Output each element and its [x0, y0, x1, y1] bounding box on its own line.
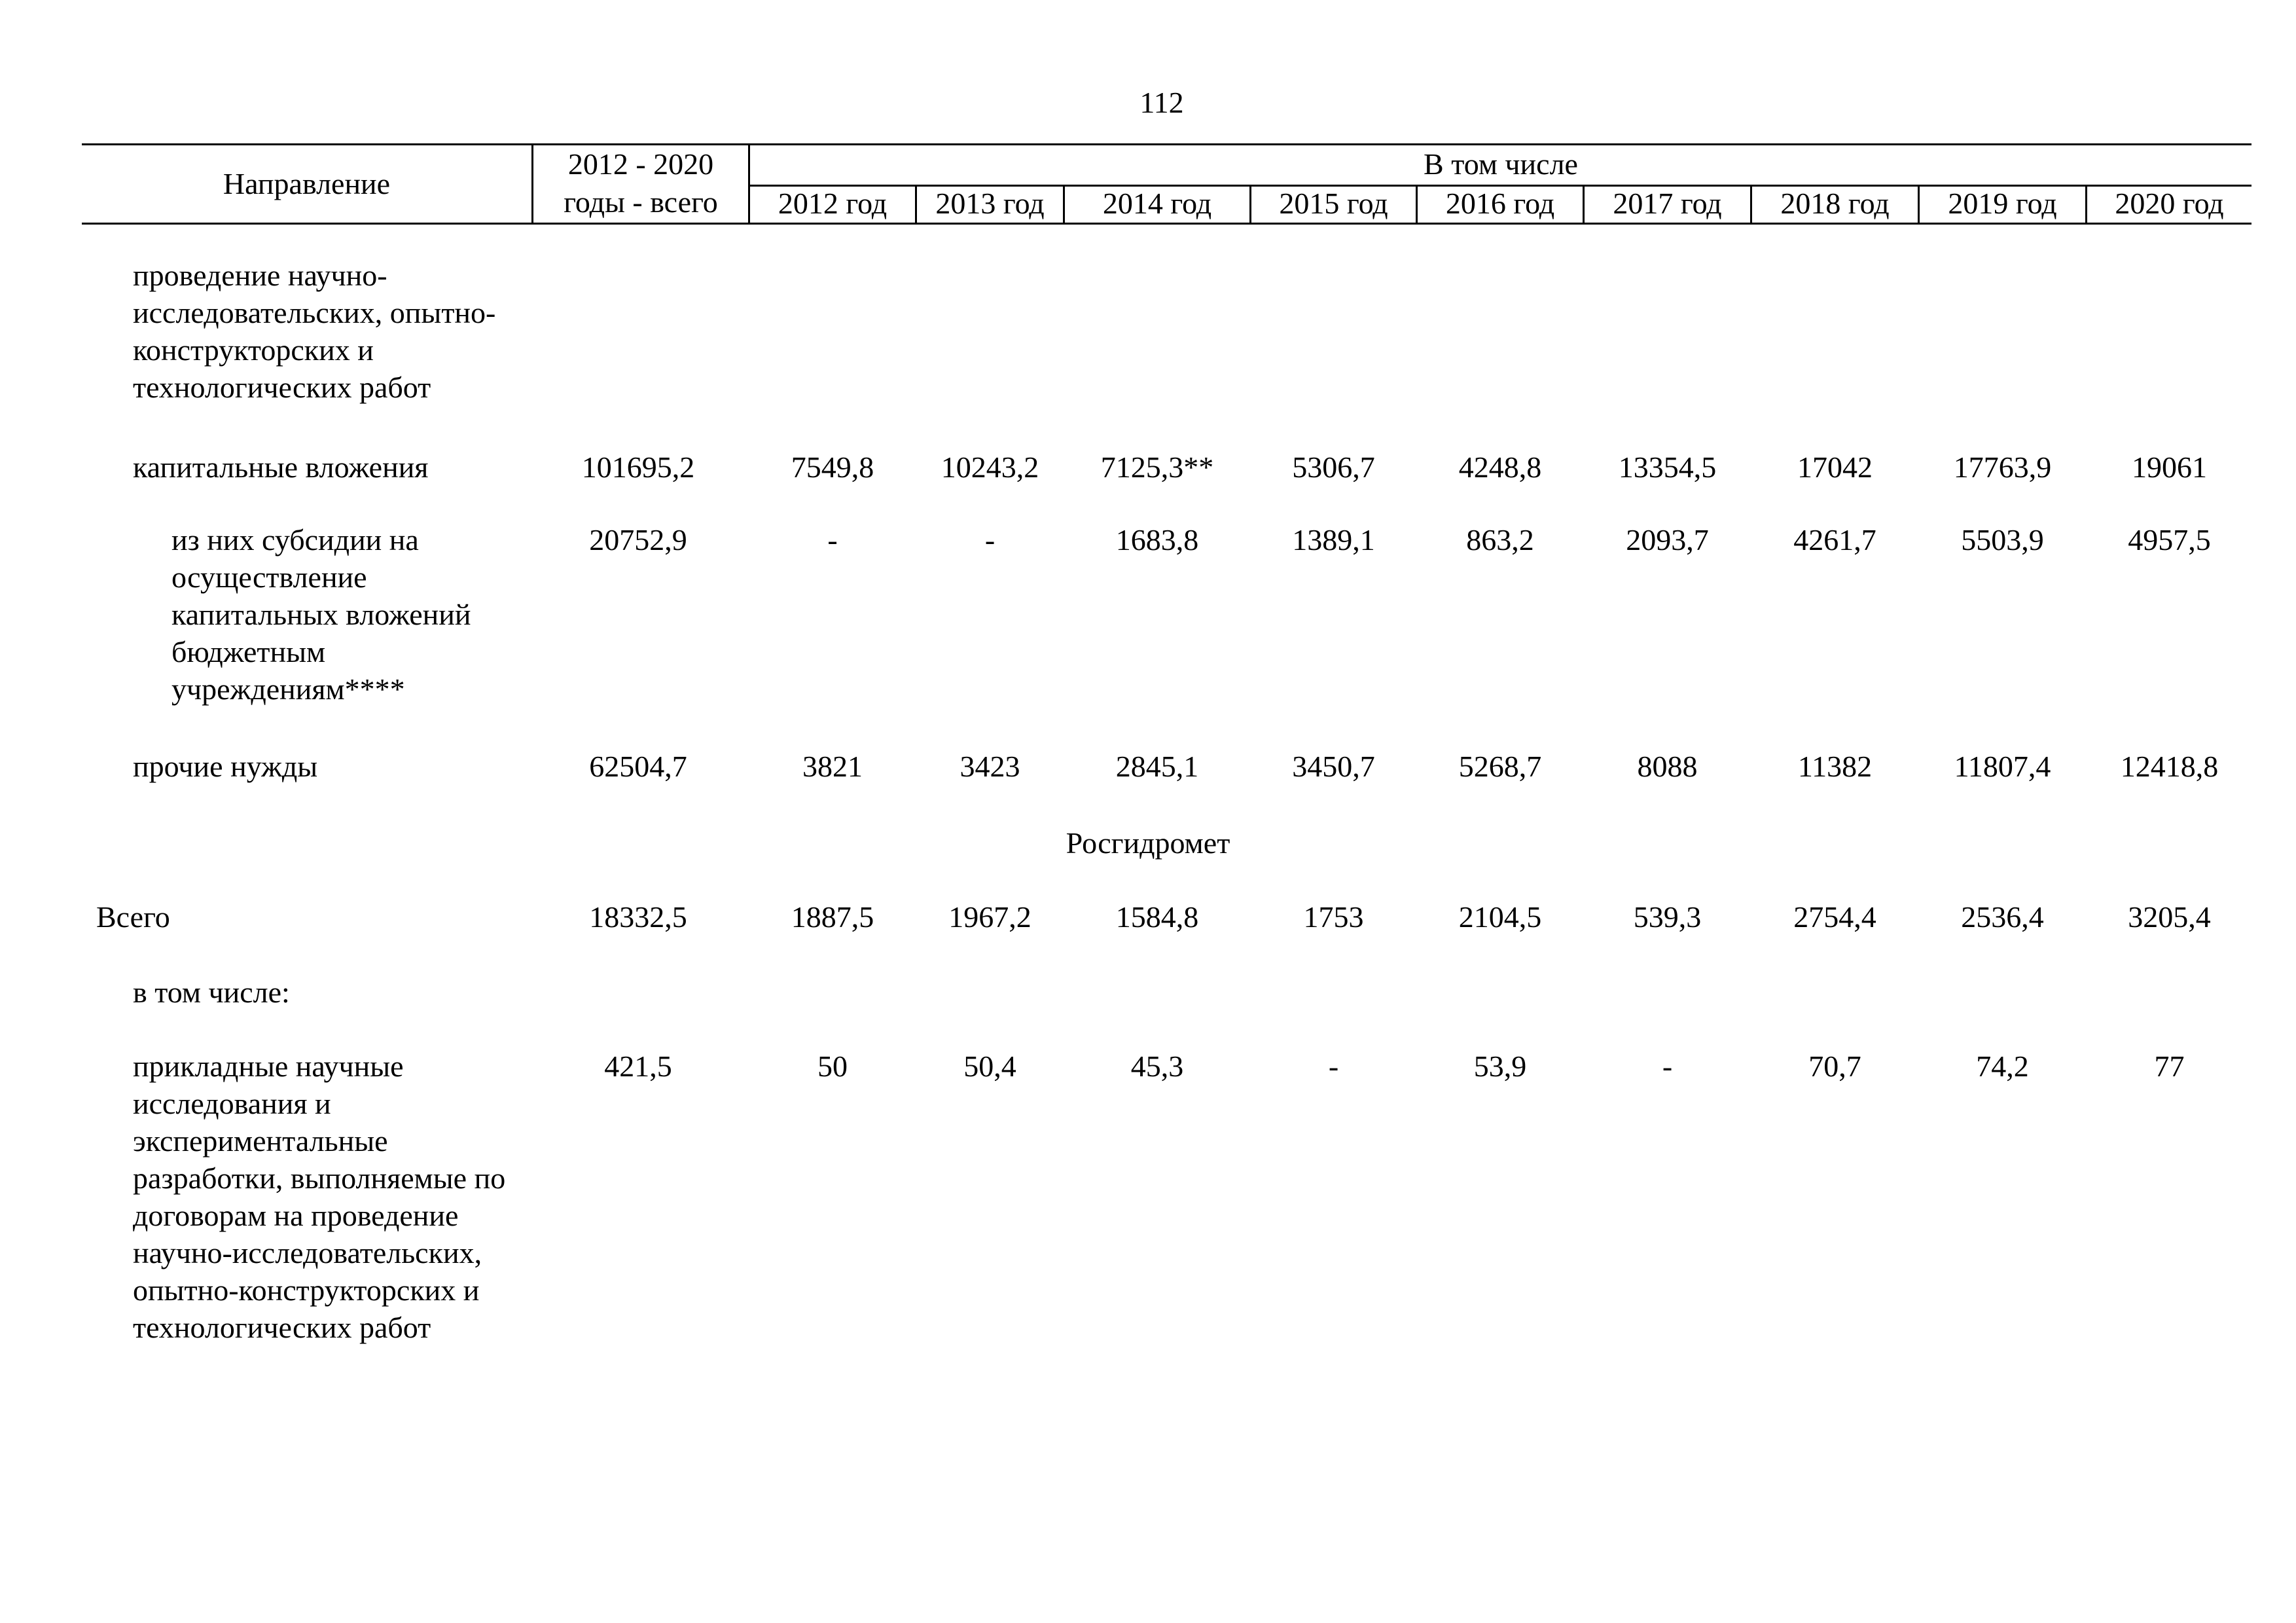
row-value: 2754,4	[1793, 900, 1876, 934]
header-divider	[1918, 185, 1920, 223]
header-divider	[915, 185, 917, 223]
header-bottom-rule	[82, 223, 2251, 225]
row-value: 70,7	[1808, 1049, 1861, 1083]
row-value: 19061	[2132, 450, 2207, 484]
header-divider	[748, 143, 750, 223]
row-label: прикладные научные исследования и экспер…	[133, 1049, 506, 1344]
row-value: 7549,8	[791, 450, 874, 484]
row-value: 2093,7	[1626, 523, 1709, 556]
header-divider	[1583, 185, 1585, 223]
header-divider	[2085, 185, 2087, 223]
row-total: 62504,7	[589, 750, 687, 783]
header-divider	[1249, 185, 1251, 223]
header-divider	[531, 143, 533, 223]
row-value: 2104,5	[1458, 900, 1542, 934]
row-value: 12418,8	[2120, 750, 2219, 783]
row-value: 74,2	[1976, 1049, 2029, 1083]
row-label: из них субсидии на осуществление капитал…	[171, 523, 471, 706]
row-value: -	[827, 523, 838, 556]
row-value: 17763,9	[1953, 450, 2052, 484]
row-value: 1967,2	[948, 900, 1031, 934]
row-value: -	[984, 523, 996, 556]
row-value: 5268,7	[1458, 750, 1542, 783]
row-value: 1584,8	[1115, 900, 1199, 934]
row-value: 3205,4	[2128, 900, 2211, 934]
row-value: 5306,7	[1292, 450, 1375, 484]
row-value: 1683,8	[1115, 523, 1199, 556]
header-year: 2019 год	[1948, 187, 2057, 220]
row-value: 4248,8	[1458, 450, 1542, 484]
row-value: 2845,1	[1115, 750, 1199, 783]
row-total: 20752,9	[589, 523, 687, 556]
row-value: 53,9	[1473, 1049, 1527, 1083]
header-year: 2014 год	[1102, 187, 1212, 220]
header-divider	[1750, 185, 1752, 223]
header-year: 2017 год	[1613, 187, 1722, 220]
row-value: 50,4	[963, 1049, 1016, 1083]
row-value: 7125,3**	[1100, 450, 1214, 484]
row-value: 4261,7	[1793, 523, 1876, 556]
header-year: 2018 год	[1780, 187, 1890, 220]
row-value: 13354,5	[1618, 450, 1717, 484]
row-value: 10243,2	[941, 450, 1039, 484]
row-label: в том числе:	[133, 976, 290, 1009]
header-year: 2020 год	[2115, 187, 2224, 220]
row-value: 4957,5	[2128, 523, 2211, 556]
row-label: проведение научно-исследовательских, опы…	[133, 259, 496, 404]
row-value: 17042	[1797, 450, 1873, 484]
row-value: -	[1328, 1049, 1339, 1083]
header-year: 2012 год	[778, 187, 888, 220]
row-value: 11807,4	[1954, 750, 2051, 783]
header-years-rule	[748, 185, 2251, 187]
row-value: 11382	[1797, 750, 1873, 783]
header-including: В том числе	[1424, 147, 1578, 181]
header-divider	[1416, 185, 1418, 223]
header-year: 2015 год	[1279, 187, 1388, 220]
row-value: 8088	[1637, 750, 1698, 783]
row-value: 863,2	[1466, 523, 1534, 556]
row-value: 2536,4	[1961, 900, 2044, 934]
row-value: 3450,7	[1292, 750, 1375, 783]
row-value: 539,3	[1633, 900, 1702, 934]
page-number: 112	[1139, 86, 1184, 119]
row-label: Всего	[96, 900, 170, 934]
header-year: 2013 год	[935, 187, 1045, 220]
row-value: 45,3	[1130, 1049, 1184, 1083]
header-total-line1: 2012 - 2020	[567, 147, 714, 181]
section-title: Росгидромет	[1066, 826, 1230, 860]
row-label: прочие нужды	[133, 750, 318, 783]
row-value: 3821	[802, 750, 863, 783]
header-year: 2016 год	[1445, 187, 1555, 220]
row-label: капитальные вложения	[133, 450, 429, 484]
row-value: 3423	[960, 750, 1020, 783]
row-value: 1389,1	[1292, 523, 1375, 556]
header-top-rule	[82, 143, 2251, 145]
row-value: 5503,9	[1961, 523, 2044, 556]
row-value: -	[1662, 1049, 1673, 1083]
row-value: 1887,5	[791, 900, 874, 934]
row-total: 18332,5	[589, 900, 687, 934]
row-total: 101695,2	[581, 450, 695, 484]
header-divider	[1063, 185, 1065, 223]
header-direction: Направление	[223, 167, 391, 200]
row-value: 50	[817, 1049, 848, 1083]
row-value: 1753	[1303, 900, 1364, 934]
row-total: 421,5	[604, 1049, 672, 1083]
header-total-line2: годы - всего	[564, 185, 718, 219]
row-value: 77	[2154, 1049, 2185, 1083]
